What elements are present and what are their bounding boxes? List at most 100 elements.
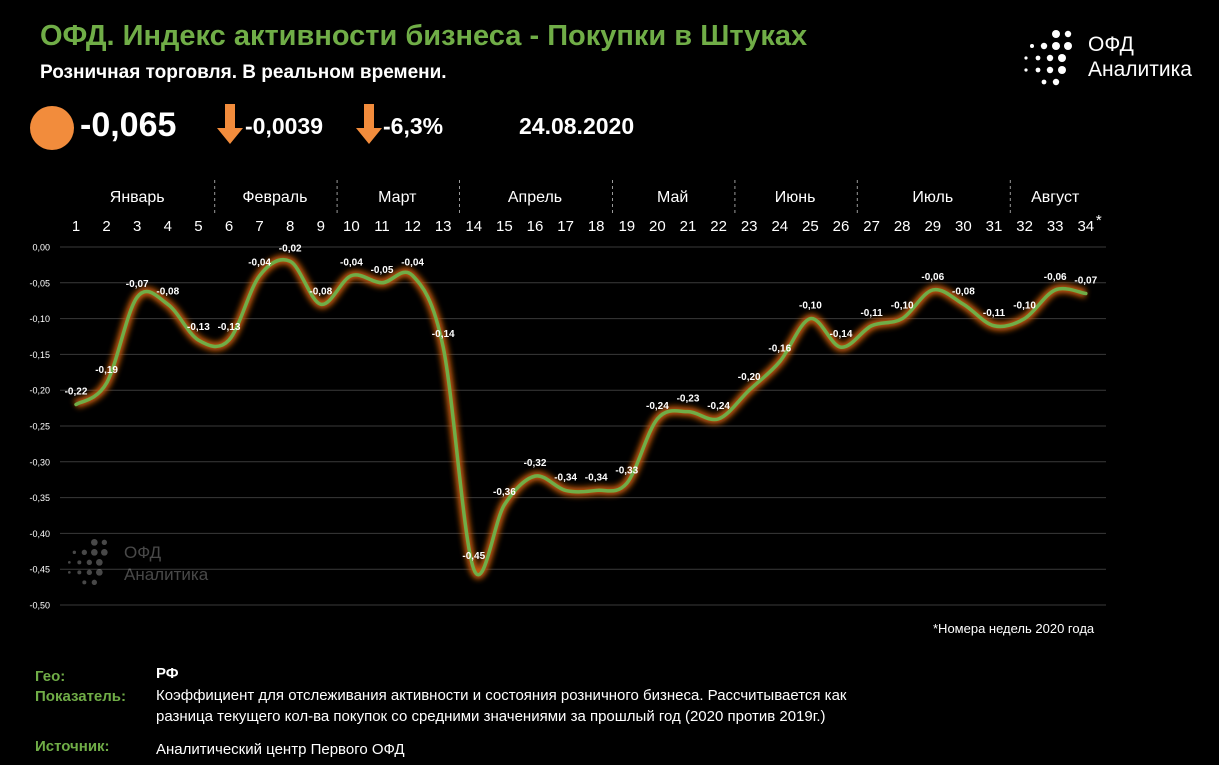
- week-number: 23: [741, 218, 758, 235]
- geo-label: Гео:: [35, 668, 66, 685]
- data-label: -0,22: [65, 387, 88, 398]
- week-number: 28: [894, 218, 911, 235]
- logo-line-2: Аналитика: [1088, 58, 1192, 81]
- y-tick-label: -0,45: [29, 565, 50, 575]
- watermark-text: ОФД Аналитика: [124, 542, 208, 586]
- month-label: Май: [657, 189, 688, 206]
- data-label: -0,10: [891, 301, 914, 312]
- week-number: 21: [680, 218, 697, 235]
- y-tick-label: -0,05: [29, 278, 50, 288]
- page-title: ОФД. Индекс активности бизнеса - Покупки…: [40, 20, 808, 52]
- y-tick-label: -0,35: [29, 493, 50, 503]
- week-number: 2: [102, 218, 110, 235]
- week-number: 16: [527, 218, 544, 235]
- week-number: 9: [317, 218, 325, 235]
- footnote: *Номера недель 2020 года: [933, 621, 1095, 636]
- week-number: 8: [286, 218, 294, 235]
- data-label: -0,34: [554, 472, 577, 483]
- data-label: -0,07: [126, 279, 149, 290]
- y-tick-label: -0,50: [29, 601, 50, 611]
- watermark-line-1: ОФД: [124, 543, 162, 562]
- logo-dots-icon: [1024, 30, 1072, 86]
- watermark-line-2: Аналитика: [124, 565, 209, 584]
- data-label: -0,11: [983, 308, 1006, 319]
- data-label: -0,04: [248, 258, 271, 269]
- week-number: 7: [255, 218, 263, 235]
- logo-line-1: ОФД: [1088, 33, 1134, 56]
- data-label: -0,33: [615, 465, 638, 476]
- y-tick-label: -0,20: [29, 386, 50, 396]
- week-number: 27: [863, 218, 880, 235]
- week-number: 26: [833, 218, 850, 235]
- y-tick-label: -0,40: [29, 529, 50, 539]
- arrow-down-icon: [217, 104, 243, 144]
- week-footnote-mark: *: [1096, 212, 1102, 229]
- ofd-analytics-logo: ОФД Аналитика: [1022, 30, 1212, 90]
- week-number: 25: [802, 218, 819, 235]
- series-line: [74, 257, 1088, 577]
- data-label: -0,13: [187, 322, 210, 333]
- week-number: 10: [343, 218, 360, 235]
- data-label: -0,20: [738, 372, 761, 383]
- arrow-down-icon: [356, 104, 382, 144]
- week-number: 14: [465, 218, 482, 235]
- week-number: 13: [435, 218, 452, 235]
- week-number: 18: [588, 218, 605, 235]
- data-label: -0,24: [707, 401, 730, 412]
- data-label: -0,45: [462, 551, 485, 562]
- week-number: 29: [924, 218, 941, 235]
- data-label: -0,11: [860, 308, 883, 319]
- week-number: 31: [986, 218, 1003, 235]
- y-tick-label: -0,15: [29, 350, 50, 360]
- month-label: Август: [1031, 189, 1080, 206]
- watermark-dots-icon: [68, 539, 108, 585]
- week-number: 1: [72, 218, 80, 235]
- data-label: -0,14: [830, 329, 853, 340]
- source-label: Источник:: [35, 738, 110, 755]
- week-number: 33: [1047, 218, 1064, 235]
- data-label: -0,05: [371, 265, 394, 276]
- y-tick-label: 0,00: [32, 243, 50, 253]
- data-label: -0,04: [401, 258, 424, 269]
- activity-index-chart: Январь Февраль Март Апрель Май Июнь Июль Август…: [29, 180, 1106, 611]
- data-label: -0,10: [799, 301, 822, 312]
- y-tick-label: -0,10: [29, 314, 50, 324]
- kpi-change-abs: -0,0039: [245, 113, 324, 139]
- indicator-value-line-1: Коэффициент для отслеживания активности …: [156, 687, 847, 704]
- y-tick-label: -0,30: [29, 457, 50, 467]
- page-subtitle: Розничная торговля. В реальном времени.: [40, 62, 447, 83]
- data-label: -0,04: [340, 258, 363, 269]
- month-label: Апрель: [508, 189, 562, 206]
- status-indicator-circle: [30, 106, 74, 150]
- data-label: -0,32: [524, 458, 547, 469]
- data-label: -0,34: [585, 472, 608, 483]
- week-number: 5: [194, 218, 202, 235]
- month-label: Март: [378, 189, 417, 206]
- week-number: 12: [404, 218, 421, 235]
- source-value: Аналитический центр Первого ОФД: [156, 741, 405, 758]
- data-label: -0,23: [677, 394, 700, 405]
- kpi-date: 24.08.2020: [519, 113, 635, 139]
- month-label: Июль: [912, 189, 953, 206]
- week-number: 17: [557, 218, 574, 235]
- logo-text: ОФД Аналитика: [1088, 32, 1192, 82]
- series-line-glow: [73, 255, 1087, 580]
- week-number: 22: [710, 218, 727, 235]
- data-label: -0,08: [156, 286, 179, 297]
- data-label: -0,14: [432, 329, 455, 340]
- week-number: 20: [649, 218, 666, 235]
- month-label: Июнь: [775, 189, 816, 206]
- week-number: 15: [496, 218, 513, 235]
- data-label: -0,19: [95, 365, 118, 376]
- week-number: 4: [164, 218, 172, 235]
- data-label: -0,13: [218, 322, 241, 333]
- week-number: 19: [618, 218, 635, 235]
- kpi-change-pct: -6,3%: [383, 113, 444, 139]
- week-number: 34: [1077, 218, 1094, 235]
- week-number: 32: [1016, 218, 1033, 235]
- data-label: -0,24: [646, 401, 669, 412]
- data-label: -0,36: [493, 487, 516, 498]
- week-number: 24: [771, 218, 788, 235]
- week-number: 11: [374, 218, 390, 235]
- data-label: -0,07: [1074, 276, 1097, 287]
